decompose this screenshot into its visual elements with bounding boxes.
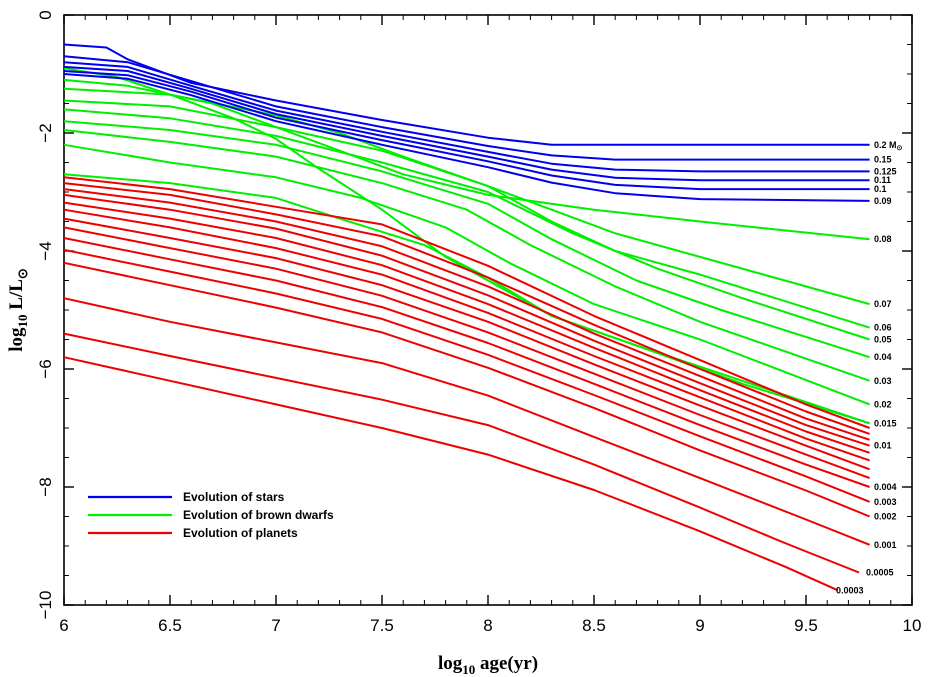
x-tick-label: 7	[271, 616, 280, 635]
x-tick-label: 6	[59, 616, 68, 635]
series-line-brown-dwarfs	[63, 143, 870, 406]
series-line-planets	[63, 261, 870, 518]
mass-label: 0.03	[874, 376, 892, 386]
series-line-planets	[63, 226, 870, 480]
y-tick-label: 0	[36, 10, 55, 19]
series-line-brown-dwarfs	[63, 99, 870, 329]
series-line-stars	[63, 73, 870, 202]
mass-label: 0.08	[874, 234, 892, 244]
mass-label: 0.125	[874, 166, 897, 176]
x-axis-title: log10 age(yr)	[438, 653, 538, 677]
x-tick-label: 10	[903, 616, 922, 635]
series-line-planets	[63, 201, 870, 454]
series-line-stars	[63, 55, 870, 161]
series-line-brown-dwarfs	[63, 129, 870, 382]
series-line-planets	[63, 356, 839, 592]
mass-label: 0.04	[874, 352, 892, 362]
series-line-stars	[63, 65, 870, 182]
series-line-planets	[63, 237, 870, 488]
mass-label: 0.09	[874, 196, 892, 206]
series-line-brown-dwarfs	[63, 120, 870, 359]
mass-label: 0.002	[874, 512, 897, 522]
mass-label: 0.003	[874, 497, 897, 507]
series-line-stars	[63, 43, 870, 146]
series-line-brown-dwarfs	[63, 67, 870, 425]
mass-label: 0.07	[874, 299, 892, 309]
series-line-stars	[63, 61, 870, 173]
x-tick-label: 9	[695, 616, 704, 635]
x-tick-label: 9.5	[794, 616, 818, 635]
series-line-stars	[63, 70, 870, 191]
y-tick-label: −10	[36, 591, 55, 620]
series-line-planets	[63, 176, 870, 429]
x-tick-label: 8	[483, 616, 492, 635]
y-tick-label: −4	[36, 241, 55, 260]
x-tick-label: 6.5	[158, 616, 182, 635]
y-axis-title: log10 L/L⊙	[6, 268, 30, 352]
mass-label: 0.02	[874, 399, 892, 409]
y-tick-label: −8	[36, 477, 55, 496]
mass-label: 0.01	[874, 441, 892, 451]
series-line-planets	[63, 332, 860, 574]
mass-label: 0.015	[874, 418, 897, 428]
series-line-planets	[63, 297, 870, 546]
mass-label: 0.004	[874, 482, 897, 492]
series-line-planets	[63, 208, 870, 462]
mass-label: 0.1	[874, 184, 887, 194]
series-line-planets	[63, 188, 870, 441]
mass-label: 0.001	[874, 540, 897, 550]
series-line-planets	[63, 193, 870, 447]
legend-label-stars: Evolution of stars	[183, 490, 285, 504]
mass-label: 0.0003	[836, 585, 864, 595]
series-layer	[63, 43, 870, 592]
tick-labels: 6 6.5 7 7.5 8 8.5 9 9.5 10 0 −2 −4 −6 −8 −10	[36, 10, 921, 635]
mass-label: 0.0005	[866, 568, 894, 578]
y-tick-label: −6	[36, 359, 55, 378]
mass-label: 0.11	[874, 175, 891, 185]
legend: Evolution of stars Evolution of brown dw…	[88, 490, 334, 540]
legend-label-brown-dwarfs: Evolution of brown dwarfs	[183, 508, 334, 522]
mass-label: 0.2 M⊙	[874, 140, 903, 152]
legend-label-planets: Evolution of planets	[183, 526, 298, 540]
series-line-planets	[63, 248, 870, 503]
mass-label: 0.15	[874, 155, 892, 165]
series-line-planets	[63, 217, 870, 471]
x-tick-label: 8.5	[582, 616, 606, 635]
mass-label: 0.05	[874, 335, 892, 345]
series-line-brown-dwarfs	[63, 108, 870, 341]
y-tick-label: −2	[36, 123, 55, 142]
series-line-planets	[63, 182, 870, 435]
x-tick-label: 7.5	[370, 616, 394, 635]
mass-label: 0.06	[874, 323, 892, 333]
